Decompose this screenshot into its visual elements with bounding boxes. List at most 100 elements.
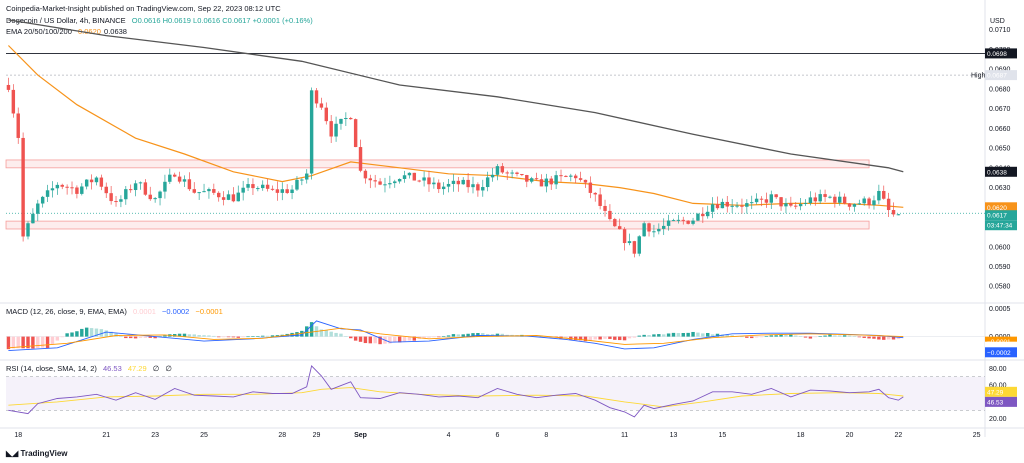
macd-bar xyxy=(16,336,20,349)
candles xyxy=(6,77,901,258)
macd-bar xyxy=(412,336,417,341)
candle xyxy=(696,213,700,221)
macd-value-signal: −0.0001 xyxy=(195,307,223,316)
rsi-band xyxy=(6,376,985,411)
tradingview-logo[interactable]: ◣◢ TradingView xyxy=(6,449,68,458)
candle xyxy=(652,231,656,233)
candle xyxy=(637,236,641,254)
x-tick-label: 18 xyxy=(797,432,805,439)
macd-bar xyxy=(84,327,89,337)
candle xyxy=(515,172,519,174)
macd-label: MACD (12, 26, close, 9, EMA, EMA) xyxy=(6,307,127,316)
macd-bar xyxy=(838,335,842,337)
high-text: High xyxy=(971,73,986,80)
candle xyxy=(573,175,578,179)
macd-bar xyxy=(427,336,431,338)
x-tick-label: 6 xyxy=(495,432,499,439)
candle xyxy=(417,180,421,182)
macd-bar xyxy=(163,335,167,337)
macd-bar xyxy=(133,336,138,339)
candle xyxy=(55,184,60,189)
candle xyxy=(344,118,348,120)
macd-bar xyxy=(745,336,749,338)
candle xyxy=(754,198,759,203)
candle xyxy=(446,183,451,187)
macd-bar xyxy=(246,336,250,338)
candle xyxy=(6,84,11,90)
ema-dark-value: 0.0638 xyxy=(104,27,127,36)
macd-bar xyxy=(437,336,441,338)
candle xyxy=(163,181,167,192)
macd-bar xyxy=(397,336,402,343)
macd-bar xyxy=(476,333,480,337)
candle xyxy=(803,203,808,205)
macd-bar xyxy=(324,330,329,337)
candle xyxy=(158,191,162,199)
candle xyxy=(84,179,89,187)
rsi-legend[interactable]: RSI (14, close, SMA, 14, 2) 46.53 47.29 … xyxy=(6,364,176,373)
candle xyxy=(251,184,255,189)
ema-orange-value: 0.0620 xyxy=(77,27,101,36)
candle xyxy=(280,189,284,193)
candle xyxy=(192,189,196,193)
currency-label[interactable]: USD xyxy=(990,18,1005,25)
macd-bar xyxy=(603,336,607,339)
price-tick-label: 0.0630 xyxy=(989,185,1011,192)
macd-legend[interactable]: MACD (12, 26, close, 9, EMA, EMA) 0.0001… xyxy=(6,307,227,316)
macd-bar xyxy=(466,333,470,337)
candle xyxy=(676,219,681,221)
macd-bar xyxy=(847,335,852,337)
macd-bar xyxy=(593,336,597,340)
candle xyxy=(45,190,50,197)
macd-bar xyxy=(422,336,426,339)
countdown-tag-bg xyxy=(985,220,1017,231)
candle xyxy=(671,220,676,222)
candle xyxy=(40,196,45,204)
candle xyxy=(114,201,118,203)
x-tick-label: 8 xyxy=(544,432,548,439)
price-tick-label: 0.0710 xyxy=(989,27,1011,34)
candle xyxy=(769,194,773,203)
candle xyxy=(275,189,280,193)
macd-bar xyxy=(701,333,705,337)
macd-bar xyxy=(109,331,113,337)
macd-bar xyxy=(784,334,788,337)
candle xyxy=(603,205,607,211)
candle xyxy=(412,172,417,181)
price-tick-label: 0.0680 xyxy=(989,86,1011,93)
symbol-title[interactable]: Dogecoin / US Dollar, 4h, BINANCE xyxy=(6,16,126,25)
candle xyxy=(789,203,793,206)
macd-bar xyxy=(344,336,348,338)
macd-bar xyxy=(207,335,211,337)
candle xyxy=(686,220,690,224)
candle xyxy=(388,183,392,185)
candle xyxy=(520,173,524,176)
candle xyxy=(109,193,113,202)
macd-bar xyxy=(319,329,324,337)
macd-bar xyxy=(872,336,876,339)
candle xyxy=(886,198,891,211)
rsi-ma-line xyxy=(8,387,904,408)
candle xyxy=(265,184,270,189)
ema-legend[interactable]: EMA 20/50/100/200 0.0620 0.0638 xyxy=(6,27,131,36)
candle xyxy=(838,196,842,203)
macd-bar xyxy=(329,331,333,337)
candle xyxy=(691,220,695,224)
candle xyxy=(808,197,813,204)
macd-bar xyxy=(857,336,862,338)
candle xyxy=(490,174,495,178)
candle xyxy=(833,196,837,203)
candle xyxy=(500,166,505,173)
candle xyxy=(872,200,876,206)
macd-bar xyxy=(632,336,637,338)
macd-bar xyxy=(128,336,133,339)
macd-bar xyxy=(270,335,275,337)
candle xyxy=(617,226,622,230)
price-tick-label: 0.0660 xyxy=(989,126,1011,133)
macd-bar xyxy=(138,336,143,338)
candle xyxy=(31,213,35,224)
candle xyxy=(441,186,446,190)
candle xyxy=(779,197,783,207)
macd-bar xyxy=(241,336,245,338)
